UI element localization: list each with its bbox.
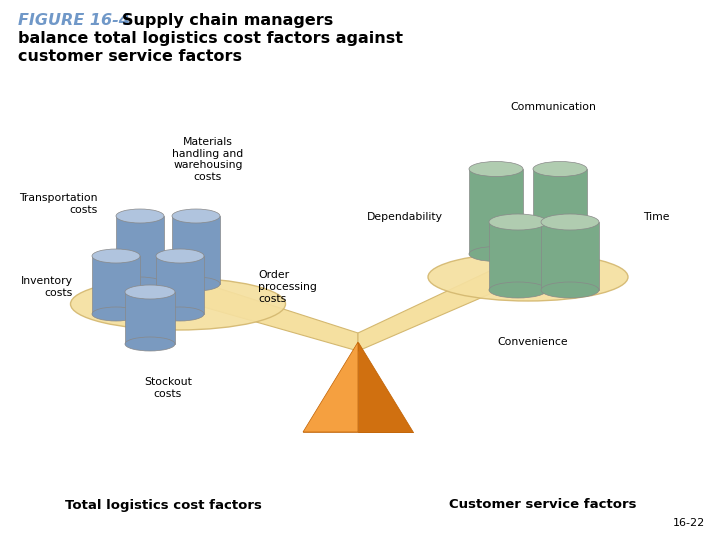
Text: Transportation
costs: Transportation costs — [19, 193, 98, 215]
Ellipse shape — [125, 285, 175, 299]
Ellipse shape — [92, 249, 140, 263]
Ellipse shape — [156, 249, 204, 263]
Polygon shape — [156, 256, 204, 314]
Text: customer service factors: customer service factors — [18, 49, 242, 64]
Ellipse shape — [156, 307, 204, 321]
Text: Dependability: Dependability — [367, 212, 443, 222]
Text: Supply chain managers: Supply chain managers — [122, 13, 333, 28]
Polygon shape — [303, 342, 358, 432]
Ellipse shape — [489, 282, 547, 298]
Polygon shape — [358, 260, 513, 351]
Text: FIGURE 16-4: FIGURE 16-4 — [18, 13, 130, 28]
Text: Order
processing
costs: Order processing costs — [258, 271, 317, 303]
Polygon shape — [116, 216, 164, 284]
Polygon shape — [193, 280, 358, 351]
Ellipse shape — [92, 307, 140, 321]
Text: 16-22: 16-22 — [672, 518, 705, 528]
Ellipse shape — [428, 253, 628, 301]
Polygon shape — [469, 169, 523, 254]
Text: Stockout
costs: Stockout costs — [144, 377, 192, 399]
Polygon shape — [489, 222, 547, 290]
Polygon shape — [125, 292, 175, 344]
Text: Total logistics cost factors: Total logistics cost factors — [65, 498, 261, 511]
Polygon shape — [92, 256, 140, 314]
Text: Inventory
costs: Inventory costs — [21, 276, 73, 298]
Ellipse shape — [172, 209, 220, 223]
Ellipse shape — [125, 337, 175, 351]
Ellipse shape — [541, 214, 599, 230]
Ellipse shape — [469, 161, 523, 177]
Text: balance total logistics cost factors against: balance total logistics cost factors aga… — [18, 31, 403, 46]
Text: Customer service factors: Customer service factors — [449, 498, 636, 511]
Text: Materials
handling and
warehousing
costs: Materials handling and warehousing costs — [172, 137, 243, 182]
Polygon shape — [541, 222, 599, 290]
Ellipse shape — [469, 246, 523, 261]
Ellipse shape — [541, 282, 599, 298]
Ellipse shape — [116, 209, 164, 223]
Polygon shape — [358, 342, 413, 432]
Ellipse shape — [116, 277, 164, 291]
Text: Time: Time — [643, 212, 670, 222]
Ellipse shape — [71, 278, 286, 330]
Text: Communication: Communication — [510, 102, 596, 112]
Ellipse shape — [172, 277, 220, 291]
Ellipse shape — [533, 246, 587, 261]
Ellipse shape — [489, 214, 547, 230]
Polygon shape — [172, 216, 220, 284]
Text: Convenience: Convenience — [498, 337, 568, 347]
Ellipse shape — [533, 161, 587, 177]
Polygon shape — [533, 169, 587, 254]
